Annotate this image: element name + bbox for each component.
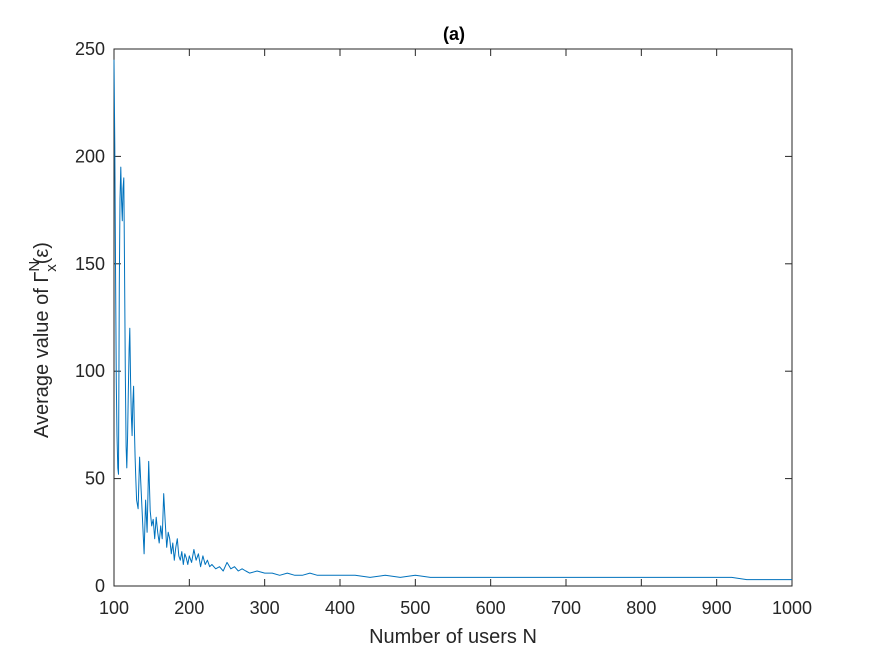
y-axis-label-superscript: N — [26, 261, 43, 272]
chart-title: (a) — [443, 24, 465, 44]
plot-area: 100 200 300 400 500 600 700 800 900 1000 0 50 100 15… — [75, 39, 812, 618]
x-tick-label: 100 — [99, 598, 129, 618]
axes-box — [113, 48, 793, 587]
x-tick-label: 500 — [400, 598, 430, 618]
y-axis-label-prefix: Average value of Γ — [31, 272, 53, 438]
series-line-0 — [113, 59, 792, 581]
y-tick-label: 0 — [95, 576, 105, 596]
x-ticks: 100 200 300 400 500 600 700 800 900 1000 — [99, 49, 812, 618]
y-tick-label: 50 — [85, 469, 105, 489]
y-tick-label: 200 — [75, 146, 105, 166]
x-tick-label: 400 — [325, 598, 355, 618]
x-axis-label: Number of users N — [369, 626, 537, 648]
series-group — [113, 59, 792, 581]
y-axis-label: Average value of ΓNx(ε) — [26, 242, 60, 438]
x-tick-label: 300 — [250, 598, 280, 618]
y-tick-label: 150 — [75, 254, 105, 274]
x-tick-label: 800 — [626, 598, 656, 618]
x-tick-label: 200 — [174, 598, 204, 618]
y-axis-label-subscript: x — [43, 264, 60, 272]
y-tick-label: 100 — [75, 361, 105, 381]
x-tick-label: 700 — [551, 598, 581, 618]
svg-text:Average value of ΓNx(ε): Average value of ΓNx(ε) — [26, 242, 60, 438]
x-tick-label: 900 — [702, 598, 732, 618]
x-tick-label: 1000 — [772, 598, 812, 618]
y-tick-label: 250 — [75, 39, 105, 59]
y-axis-label-suffix: (ε) — [31, 242, 53, 264]
y-ticks: 0 50 100 150 200 250 — [75, 39, 792, 596]
x-tick-label: 600 — [476, 598, 506, 618]
